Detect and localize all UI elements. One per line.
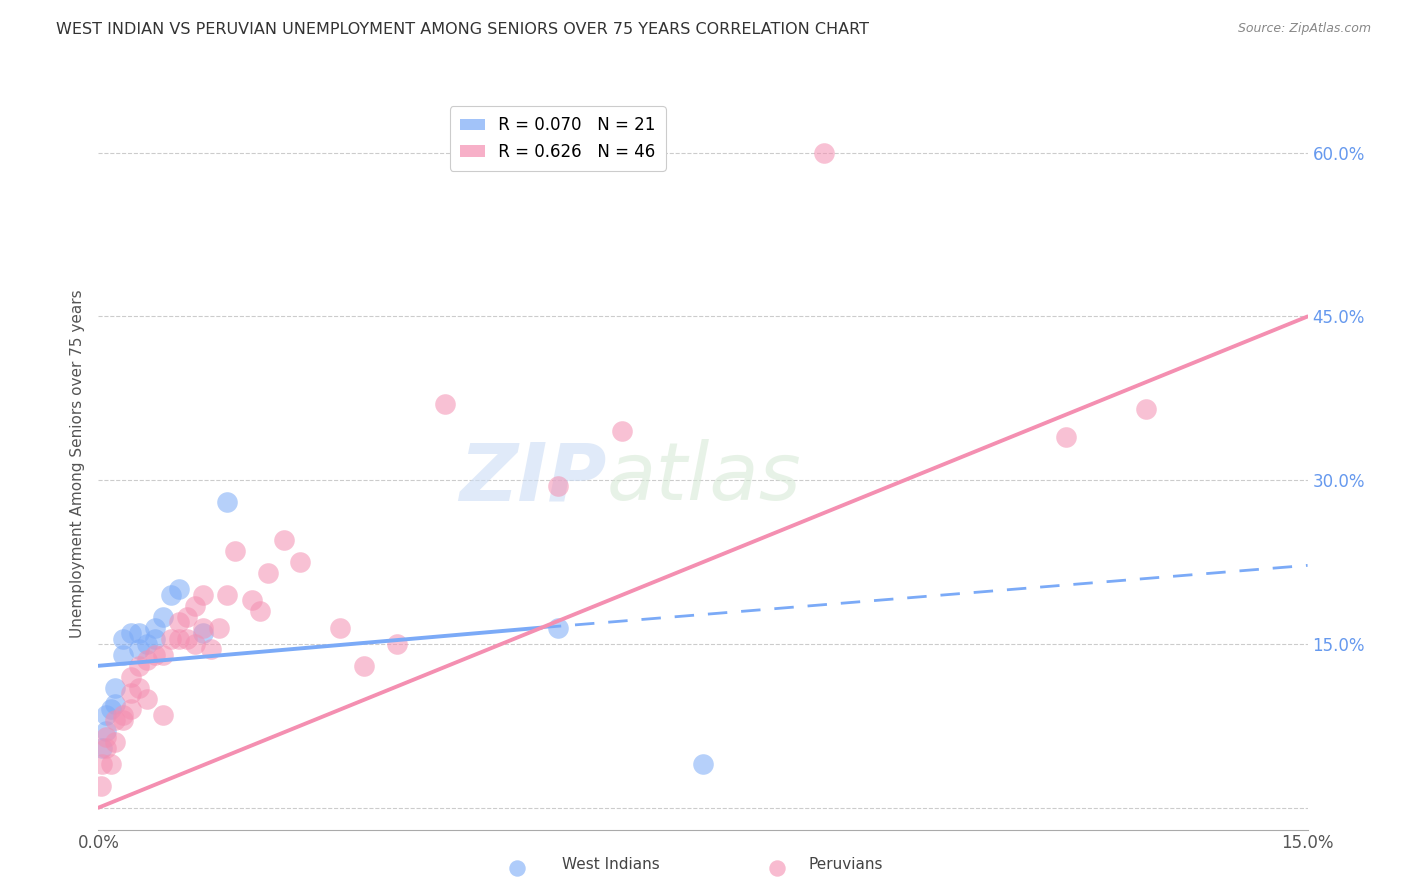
Point [103, 714, 125, 728]
Point [506, 861, 529, 875]
Point [111, 707, 134, 722]
Point [193, 621, 215, 635]
Point [152, 707, 174, 722]
Point [434, 397, 457, 411]
Point [96, 724, 118, 739]
Point [91, 757, 114, 772]
Point [96, 707, 118, 722]
Point [135, 637, 157, 651]
Point [612, 424, 634, 438]
Point [217, 495, 239, 509]
Point [167, 582, 190, 597]
Point [111, 632, 134, 646]
Point [111, 714, 134, 728]
Point [152, 609, 174, 624]
Point [813, 145, 835, 160]
Point [167, 632, 190, 646]
Point [152, 648, 174, 662]
Text: atlas: atlas [606, 440, 801, 517]
Point [135, 653, 157, 667]
Point [128, 658, 150, 673]
Point [103, 735, 125, 749]
Text: WEST INDIAN VS PERUVIAN UNEMPLOYMENT AMONG SENIORS OVER 75 YEARS CORRELATION CHA: WEST INDIAN VS PERUVIAN UNEMPLOYMENT AMO… [56, 22, 869, 37]
Point [100, 757, 122, 772]
Point [353, 658, 375, 673]
Point [1054, 429, 1077, 443]
Point [273, 533, 295, 548]
Point [1135, 402, 1157, 417]
Point [128, 626, 150, 640]
Point [547, 621, 569, 635]
Point [547, 478, 569, 492]
Point [184, 637, 207, 651]
Point [120, 686, 142, 700]
Point [208, 621, 231, 635]
Text: Source: ZipAtlas.com: Source: ZipAtlas.com [1237, 22, 1371, 36]
Point [766, 861, 789, 875]
Point [176, 609, 198, 624]
Y-axis label: Unemployment Among Seniors over 75 years: Unemployment Among Seniors over 75 years [70, 290, 86, 638]
Point [143, 648, 166, 662]
Point [176, 632, 198, 646]
Point [240, 593, 263, 607]
Point [143, 621, 166, 635]
Text: ZIP: ZIP [458, 440, 606, 517]
Point [160, 588, 183, 602]
Point [160, 632, 183, 646]
Point [200, 642, 222, 657]
Point [288, 555, 311, 569]
Point [184, 599, 207, 613]
Point [96, 740, 118, 755]
Point [329, 621, 352, 635]
Point [96, 730, 118, 744]
Point [100, 702, 122, 716]
Point [167, 615, 190, 629]
Point [128, 642, 150, 657]
Point [91, 740, 114, 755]
Text: Peruvians: Peruvians [808, 857, 883, 872]
Text: West Indians: West Indians [562, 857, 661, 872]
Point [692, 757, 714, 772]
Point [256, 566, 278, 580]
Point [111, 648, 134, 662]
Legend:  R = 0.070   N = 21,  R = 0.626   N = 46: R = 0.070 N = 21, R = 0.626 N = 46 [450, 106, 666, 170]
Point [224, 544, 246, 558]
Point [103, 697, 125, 711]
Point [120, 670, 142, 684]
Point [143, 632, 166, 646]
Point [193, 588, 215, 602]
Point [120, 702, 142, 716]
Point [103, 681, 125, 695]
Point [128, 681, 150, 695]
Point [385, 637, 408, 651]
Point [249, 604, 271, 618]
Point [193, 626, 215, 640]
Point [135, 691, 157, 706]
Point [90, 779, 112, 793]
Point [120, 626, 142, 640]
Point [217, 588, 239, 602]
